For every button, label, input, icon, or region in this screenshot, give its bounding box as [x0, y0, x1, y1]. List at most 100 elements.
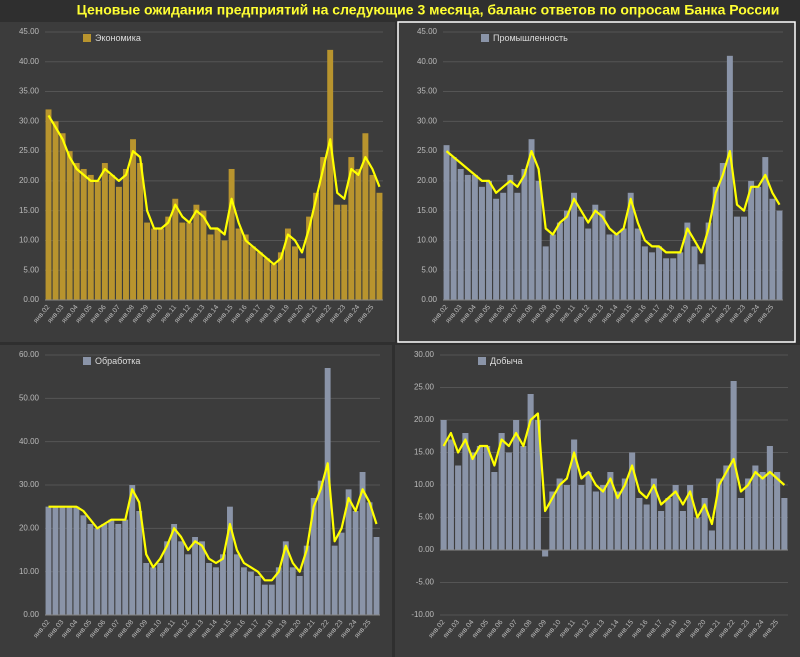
- y-tick-label: 0.00: [418, 545, 434, 554]
- bar: [578, 216, 585, 300]
- legend-label: Добыча: [490, 356, 523, 366]
- bar: [620, 228, 627, 300]
- bar: [158, 228, 165, 300]
- bar: [520, 446, 527, 550]
- bar: [600, 485, 607, 550]
- y-tick-label: 40.00: [19, 437, 40, 446]
- bar: [362, 133, 369, 300]
- bar: [192, 537, 198, 615]
- bar: [80, 168, 87, 300]
- legend-swatch: [481, 34, 489, 42]
- y-tick-label: 10.00: [414, 480, 435, 489]
- y-tick-label: 40.00: [19, 57, 40, 66]
- bar: [741, 216, 748, 300]
- bar: [464, 174, 471, 300]
- bar: [179, 222, 186, 300]
- legend-label: Обработка: [95, 356, 140, 366]
- bar: [694, 517, 701, 550]
- bar: [123, 168, 129, 300]
- bar: [164, 541, 171, 615]
- y-tick-label: 50.00: [19, 393, 40, 402]
- bar: [585, 228, 592, 300]
- y-tick-label: 0.00: [23, 295, 39, 304]
- bar: [592, 204, 599, 300]
- legend-swatch: [83, 357, 91, 365]
- bar: [352, 511, 359, 615]
- bar: [656, 246, 663, 300]
- bar: [491, 472, 498, 550]
- bar: [331, 545, 338, 615]
- legend-swatch: [478, 357, 486, 365]
- legend-label: Промышленность: [493, 33, 568, 43]
- bar: [476, 446, 483, 550]
- bar: [369, 174, 376, 300]
- bar: [263, 258, 270, 300]
- bar: [313, 192, 320, 300]
- bar: [270, 264, 277, 300]
- bar: [150, 567, 157, 615]
- bar: [66, 151, 73, 300]
- y-tick-label: 25.00: [417, 146, 438, 155]
- y-tick-label: 5.00: [418, 513, 434, 522]
- bar: [679, 511, 686, 550]
- bar: [73, 163, 80, 300]
- bar: [613, 234, 620, 300]
- bar: [235, 228, 242, 300]
- bar: [634, 228, 641, 300]
- bar: [66, 506, 73, 615]
- trend-line: [48, 462, 378, 582]
- bar: [359, 472, 366, 615]
- bar: [505, 452, 512, 550]
- bar: [698, 264, 705, 300]
- bar: [759, 472, 766, 550]
- bar: [320, 157, 327, 300]
- y-tick-label: 40.00: [417, 57, 438, 66]
- bar: [486, 180, 493, 300]
- bar: [310, 498, 317, 615]
- y-tick-label: 15.00: [417, 206, 438, 215]
- bar: [341, 204, 348, 300]
- bar: [701, 498, 708, 550]
- bar: [289, 567, 296, 615]
- bar: [199, 541, 205, 615]
- bar: [220, 554, 226, 615]
- bar: [534, 420, 541, 550]
- bar: [193, 204, 200, 300]
- bar: [306, 216, 313, 300]
- bar: [578, 485, 585, 550]
- y-tick-label: 45.00: [417, 27, 438, 36]
- bar: [762, 157, 769, 300]
- bar: [471, 174, 478, 300]
- bar: [636, 498, 643, 550]
- bar: [781, 498, 788, 550]
- bar: [277, 252, 284, 300]
- bar: [268, 584, 275, 615]
- bar: [755, 186, 762, 300]
- y-tick-label: 20.00: [19, 176, 40, 185]
- bar: [143, 563, 150, 615]
- bar: [549, 234, 556, 300]
- bar: [774, 472, 781, 550]
- bar: [247, 571, 254, 615]
- bar: [254, 576, 261, 615]
- bar: [206, 563, 212, 615]
- bar: [527, 394, 534, 550]
- bar: [528, 139, 535, 300]
- bar: [712, 186, 719, 300]
- bar: [172, 198, 179, 300]
- bar: [87, 174, 94, 300]
- bar: [716, 478, 723, 550]
- bar: [684, 222, 691, 300]
- bar: [535, 180, 542, 300]
- bar: [514, 192, 521, 300]
- bar: [542, 246, 549, 300]
- bar: [672, 485, 679, 550]
- bar: [670, 258, 677, 300]
- bar: [115, 186, 122, 300]
- y-tick-label: -5.00: [416, 578, 435, 587]
- bar: [507, 174, 514, 300]
- bar: [200, 210, 207, 300]
- bar: [373, 537, 380, 615]
- bar: [221, 240, 228, 300]
